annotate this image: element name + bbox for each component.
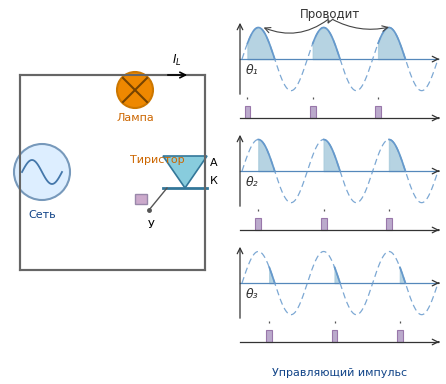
Circle shape bbox=[14, 144, 70, 200]
Text: $I_L$: $I_L$ bbox=[172, 53, 182, 68]
Polygon shape bbox=[163, 156, 207, 188]
Text: θ₂: θ₂ bbox=[246, 176, 259, 189]
Circle shape bbox=[117, 72, 153, 108]
FancyBboxPatch shape bbox=[135, 194, 147, 204]
FancyBboxPatch shape bbox=[332, 329, 338, 342]
Text: Управляющий импульс: Управляющий импульс bbox=[273, 368, 408, 378]
Text: Проводит: Проводит bbox=[300, 8, 360, 21]
FancyBboxPatch shape bbox=[256, 218, 261, 230]
FancyBboxPatch shape bbox=[244, 106, 250, 118]
Text: К: К bbox=[210, 176, 218, 186]
Text: θ₁: θ₁ bbox=[246, 64, 259, 77]
Text: Сеть: Сеть bbox=[28, 210, 56, 220]
Text: А: А bbox=[210, 158, 218, 168]
FancyBboxPatch shape bbox=[375, 106, 381, 118]
FancyBboxPatch shape bbox=[386, 218, 392, 230]
FancyBboxPatch shape bbox=[321, 218, 326, 230]
FancyBboxPatch shape bbox=[266, 329, 272, 342]
Text: Лампа: Лампа bbox=[116, 113, 154, 123]
Text: θ₃: θ₃ bbox=[246, 288, 259, 301]
Text: Тиристор: Тиристор bbox=[130, 155, 184, 165]
FancyBboxPatch shape bbox=[397, 329, 403, 342]
Text: У: У bbox=[148, 220, 154, 230]
Bar bbox=[20, 75, 205, 270]
FancyBboxPatch shape bbox=[310, 106, 316, 118]
